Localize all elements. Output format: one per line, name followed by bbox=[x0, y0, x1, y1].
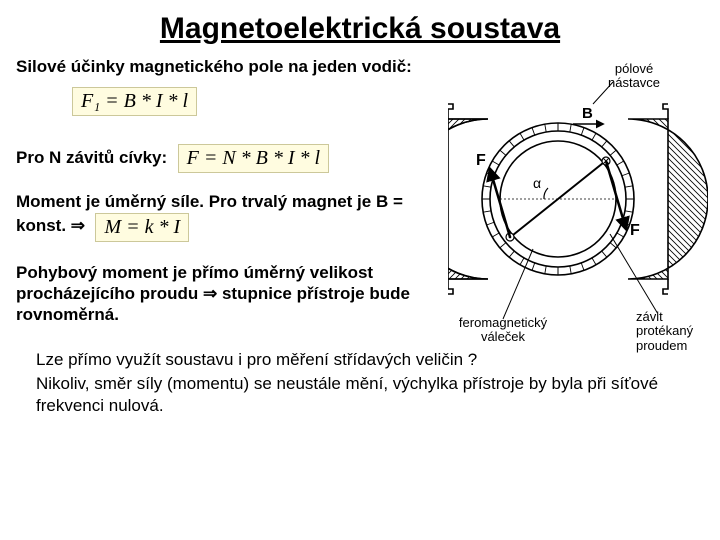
magnet-diagram: pólovénástavce B F F α feromagnetickývál… bbox=[448, 64, 708, 364]
label-winding: závitprotékanýproudem bbox=[636, 310, 716, 353]
text-force-single: Silové účinky magnetického pole na jeden… bbox=[16, 56, 446, 77]
label-b: B bbox=[582, 106, 593, 123]
text-conclusion: Pohybový moment je přímo úměrný velikost… bbox=[16, 262, 446, 326]
block-force-single: Silové účinky magnetického pole na jeden… bbox=[16, 56, 446, 130]
label-f-left: F bbox=[476, 152, 486, 170]
page-title: Magnetoelektrická soustava bbox=[0, 0, 720, 56]
answer-text: Nikoliv, směr síly (momentu) se neustále… bbox=[36, 373, 684, 417]
label-cylinder: feromagnetickýváleček bbox=[438, 316, 568, 345]
block-force-n: Pro N závitů cívky: F = N * B * I * l bbox=[16, 144, 446, 173]
label-alpha: α bbox=[533, 176, 541, 191]
text-force-n: Pro N závitů cívky: bbox=[16, 148, 167, 167]
block-conclusion: Pohybový moment je přímo úměrný velikost… bbox=[16, 262, 446, 326]
block-moment: Moment je úměrný síle. Pro trvalý magnet… bbox=[16, 191, 446, 241]
label-pole-pieces: pólovénástavce bbox=[608, 62, 660, 91]
formula-m: M = k * I bbox=[95, 213, 189, 242]
formula-f2: F = N * B * I * l bbox=[178, 144, 330, 173]
label-f-right: F bbox=[630, 222, 640, 240]
text-moment: Moment je úměrný síle. Pro trvalý magnet… bbox=[16, 192, 403, 235]
formula-f1: F₁ = B * I * l bbox=[72, 87, 197, 116]
left-column: Silové účinky magnetického pole na jeden… bbox=[16, 56, 446, 325]
